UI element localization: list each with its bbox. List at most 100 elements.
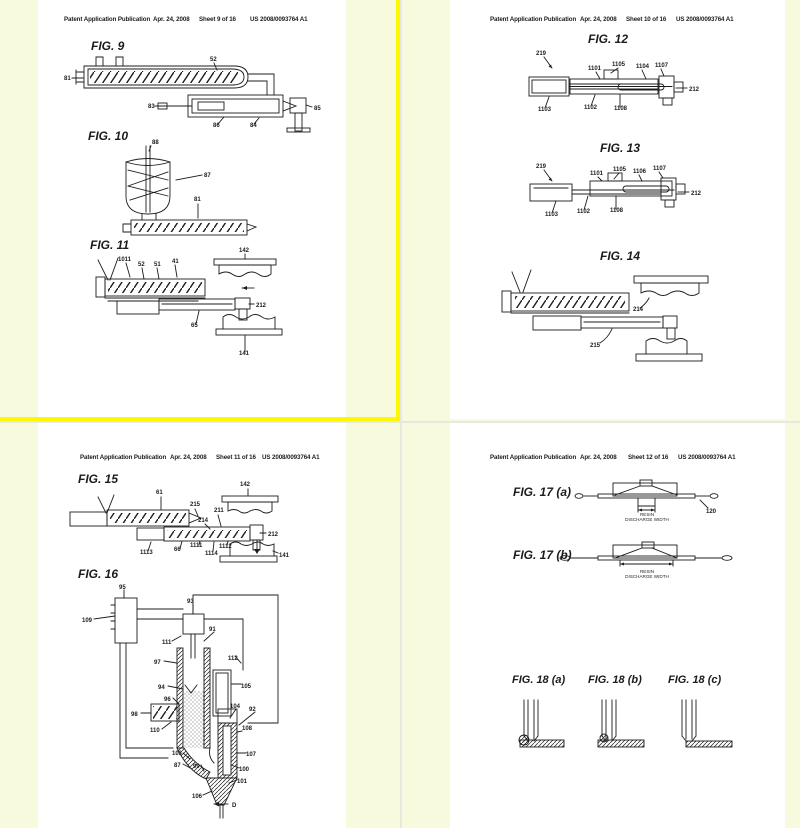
end-bracket [658,75,675,99]
resin-material [183,691,204,748]
extruder-barrel [510,292,630,312]
fig-17b-drawing [559,541,733,567]
header-sheet: Sheet 10 of 16 [626,16,667,23]
page-sheet-10[interactable]: Patent Application Publication Apr. 24, … [450,0,785,419]
header-date: Apr. 24, 2008 [153,16,190,23]
upper-barrel [106,509,190,527]
resin-caption-line1: RESIN [640,512,654,517]
part-label: 97 [154,660,161,666]
header-publication: Patent Application Publication [490,454,576,461]
page-canvas-sheet-11: Patent Application Publication Apr. 24, … [69,454,320,819]
mixing-bowl [125,161,171,215]
fig-15-drawing [69,488,279,563]
part-label: 94 [158,685,165,691]
part-label: 106 [192,794,203,800]
part-label: 1103 [545,212,559,218]
part-label: 83 [148,104,155,110]
part-label: 1103 [538,107,552,113]
figure-title-fig16: FIG. 16 [78,567,118,581]
part-label: 142 [240,482,251,488]
header-date: Apr. 24, 2008 [580,454,617,461]
feed-funnel [97,257,119,281]
figure-title-fig18c: FIG. 18 (c) [668,674,722,686]
fig-13-drawing [529,169,690,214]
part-label: 141 [239,351,250,357]
figure-title-fig11: FIG. 11 [90,238,129,252]
page-sheet-9[interactable]: Patent Application Publication Apr. 24, … [38,0,346,419]
nozzle-housing [612,544,678,559]
header-publication: Patent Application Publication [490,16,576,23]
grid-divider-vertical [400,0,402,828]
page-sheet-11[interactable]: Patent Application Publication Apr. 24, … [38,423,346,828]
extruder-barrel [104,278,206,297]
resin-bead [685,740,733,748]
part-label: 1112 [219,544,232,550]
part-label: 103 [172,751,183,757]
header-sheet: Sheet 9 of 16 [199,16,237,23]
controller-box [114,597,138,644]
part-label: 52 [210,57,217,63]
header-publication: Patent Application Publication [64,16,150,23]
part-label: 100 [239,767,250,773]
part-label: 108 [242,726,253,732]
header-patent-number: US 2008/0093764 A1 [262,454,320,461]
helix-agitator [127,169,169,201]
selection-border-horizontal [0,417,400,421]
part-label: 1011 [118,257,132,263]
page-header: Patent Application Publication Apr. 24, … [64,16,308,23]
part-label: 1114 [205,551,218,557]
part-label: 1108 [610,208,624,214]
part-label: 219 [536,51,547,57]
part-label: 1102 [577,209,591,215]
fig-12-drawing [528,56,688,109]
part-label: 211 [214,508,224,514]
resin-caption-line2: DISCHARGE WIDTH [625,574,669,579]
cone-channel [176,747,211,780]
figure-title-fig14: FIG. 14 [600,249,640,263]
nozzle-body [589,180,673,197]
part-label: 1105 [613,167,627,173]
part-label: 81 [194,197,201,203]
page-canvas-sheet-9: Patent Application Publication Apr. 24, … [64,16,321,357]
figure-title-fig9: FIG. 9 [91,39,125,53]
header-patent-number: US 2008/0093764 A1 [678,454,736,461]
part-label: 1107 [653,166,667,172]
part-label: 81 [64,76,71,82]
fig-17a-drawing [574,479,719,513]
figure-title-fig10: FIG. 10 [88,129,128,143]
resin-bead [519,739,565,748]
figure-title-fig15: FIG. 15 [78,472,118,486]
part-label: 1101 [588,66,602,72]
agitator-shaft [145,145,151,213]
part-label: 107 [246,752,257,758]
page-header: Patent Application Publication Apr. 24, … [490,454,736,461]
figure-title-fig17a: FIG. 17 (a) [513,485,571,499]
screw-conveyor [130,219,248,236]
fig-14-drawing [501,269,709,362]
fig-18a-drawing [518,699,565,748]
part-label: 219 [536,164,547,170]
fig-10-drawing [122,145,258,236]
part-label: 96 [164,697,171,703]
drive-cylinder [529,183,573,202]
part-label: 215 [190,502,201,508]
part-label: 111 [162,640,172,646]
upper-mold [633,275,709,284]
part-label: 41 [172,259,179,265]
part-label: 52 [138,262,145,268]
figure-title-fig18a: FIG. 18 (a) [512,674,566,686]
resin-bead [597,739,645,748]
part-label: 104 [230,704,241,710]
figure-title-fig12: FIG. 12 [588,32,628,46]
part-label: 61 [156,490,163,496]
part-label: 1101 [590,171,604,177]
page-sheet-12[interactable]: Patent Application Publication Apr. 24, … [450,423,785,828]
part-label: D [232,803,237,809]
header-publication: Patent Application Publication [80,454,166,461]
upper-mold [213,258,277,266]
side-cylinder [212,669,232,717]
page-header: Patent Application Publication Apr. 24, … [80,454,320,461]
header-date: Apr. 24, 2008 [170,454,207,461]
barrel-wall-left [176,647,184,749]
nozzle-tip [205,777,238,806]
